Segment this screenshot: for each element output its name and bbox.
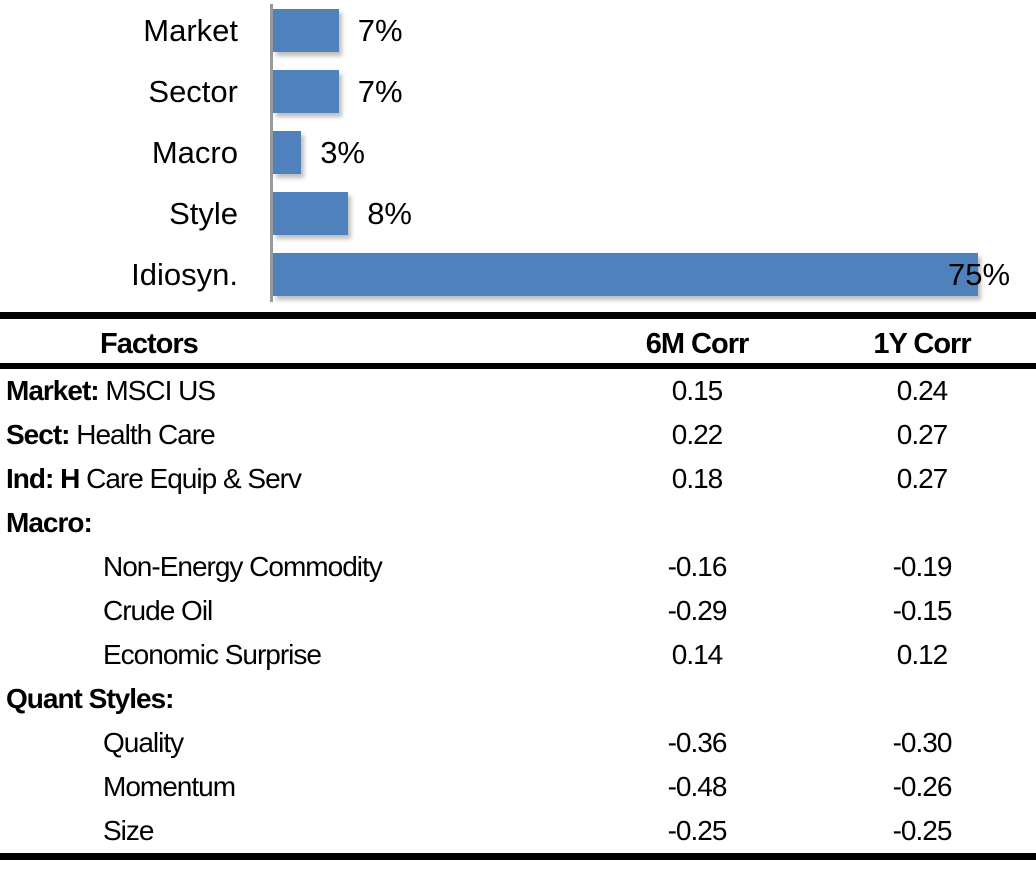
- factor-label: Momentum: [103, 771, 236, 802]
- factor-cell: Quant Styles:: [0, 677, 622, 721]
- corr-6m-cell: 0.18: [671, 463, 724, 494]
- factor-label: Care Equip & Serv: [79, 463, 302, 494]
- table-header-row: Factors 6M Corr 1Y Corr: [0, 319, 1036, 369]
- header-1y-corr: 1Y Corr: [873, 328, 971, 360]
- factor-label-bold: Sect:: [6, 419, 70, 450]
- corr-1y-cell: -0.30: [892, 727, 953, 758]
- factor-label-bold: Macro:: [6, 507, 93, 538]
- corr-1y-cell: 0.24: [896, 375, 949, 406]
- factor-cell: Momentum: [0, 765, 622, 809]
- corr-6m-cell: 0.22: [671, 419, 724, 450]
- factor-label: Size: [103, 815, 154, 846]
- chart-bar-area: 8%: [272, 183, 1036, 244]
- factor-label: Non-Energy Commodity: [103, 551, 383, 582]
- chart-bar: [273, 70, 339, 113]
- chart-bar-area: 7%: [272, 61, 1036, 122]
- corr-6m-cell: -0.29: [667, 595, 728, 626]
- table-row: Macro:: [0, 501, 1036, 545]
- factor-cell: Sect: Health Care: [0, 413, 622, 457]
- chart-bar: [273, 9, 339, 52]
- table-row: Quality -0.36 -0.30: [0, 721, 1036, 765]
- factor-label: Economic Surprise: [103, 639, 322, 670]
- chart-row: Macro 3%: [0, 122, 1036, 183]
- factor-label: Crude Oil: [103, 595, 213, 626]
- chart-row: Market 7%: [0, 0, 1036, 61]
- chart-value-label: 8%: [367, 196, 412, 231]
- corr-1y-cell: -0.19: [892, 551, 953, 582]
- header-6m-corr: 6M Corr: [645, 328, 750, 360]
- chart-category-label: Market: [143, 13, 238, 48]
- chart-value-label: 3%: [320, 135, 365, 170]
- chart-category-label: Style: [169, 196, 238, 231]
- table-row: Crude Oil -0.29 -0.15: [0, 589, 1036, 633]
- chart-category-label: Sector: [148, 74, 238, 109]
- table-row: Non-Energy Commodity -0.16 -0.19: [0, 545, 1036, 589]
- corr-6m-cell: -0.48: [667, 771, 728, 802]
- table-row: Market: MSCI US 0.15 0.24: [0, 369, 1036, 413]
- factor-cell: Ind: H Care Equip & Serv: [0, 457, 622, 501]
- corr-1y-cell: [847, 501, 997, 545]
- factor-cell: Size: [0, 809, 622, 853]
- factor-label: MSCI US: [98, 375, 216, 406]
- factor-cell: Crude Oil: [0, 589, 622, 633]
- factor-cell: Non-Energy Commodity: [0, 545, 622, 589]
- chart-bar: [273, 192, 349, 235]
- corr-6m-cell: [622, 677, 772, 721]
- factor-cell: Quality: [0, 721, 622, 765]
- factor-label-bold: Quant Styles:: [6, 683, 174, 714]
- corr-1y-cell: [847, 677, 997, 721]
- factor-label: Health Care: [69, 419, 215, 450]
- corr-1y-cell: -0.26: [892, 771, 953, 802]
- factor-label-bold: Market:: [6, 375, 100, 406]
- corr-1y-cell: 0.27: [896, 419, 949, 450]
- chart-category-label: Idiosyn.: [131, 257, 238, 292]
- table-row: Sect: Health Care 0.22 0.27: [0, 413, 1036, 457]
- table-row: Ind: H Care Equip & Serv 0.18 0.27: [0, 457, 1036, 501]
- chart-bar: [273, 131, 302, 174]
- factor-cell: Economic Surprise: [0, 633, 622, 677]
- risk-decomposition-bar-chart: Market 7% Sector 7% Macro 3% Style 8% Idiosyn. 75…: [0, 0, 1036, 312]
- chart-value-label: 7%: [357, 74, 403, 109]
- chart-row: Sector 7%: [0, 61, 1036, 122]
- table-body: Market: MSCI US 0.15 0.24 Sect: Health Care…: [0, 369, 1036, 853]
- header-factors: Factors: [100, 328, 199, 360]
- table-row: Size -0.25 -0.25: [0, 809, 1036, 853]
- table-row: Momentum -0.48 -0.26: [0, 765, 1036, 809]
- chart-y-axis-line: [270, 4, 273, 302]
- chart-category-label: Macro: [151, 135, 238, 170]
- corr-1y-cell: 0.27: [896, 463, 949, 494]
- chart-bar-area: 7%: [272, 0, 1036, 61]
- corr-6m-cell: 0.15: [671, 375, 724, 406]
- factor-correlation-table: Factors 6M Corr 1Y Corr Market: MSCI US 0…: [0, 312, 1036, 860]
- chart-value-label: 7%: [357, 13, 403, 48]
- corr-1y-cell: -0.25: [892, 815, 953, 846]
- chart-bar: [273, 253, 978, 296]
- chart-bar-area: 75%: [272, 244, 1036, 305]
- factor-cell: Macro:: [0, 501, 622, 545]
- chart-row: Style 8%: [0, 183, 1036, 244]
- factor-cell: Market: MSCI US: [0, 369, 622, 413]
- corr-6m-cell: -0.36: [667, 727, 728, 758]
- corr-6m-cell: 0.14: [671, 639, 724, 670]
- chart-value-label: 75%: [948, 257, 1011, 292]
- corr-1y-cell: -0.15: [892, 595, 953, 626]
- corr-6m-cell: -0.16: [667, 551, 728, 582]
- corr-6m-cell: -0.25: [667, 815, 728, 846]
- table-row: Economic Surprise 0.14 0.12: [0, 633, 1036, 677]
- factor-label-bold: Ind: H: [6, 463, 80, 494]
- chart-row: Idiosyn. 75%: [0, 244, 1036, 305]
- chart-rows: Market 7% Sector 7% Macro 3% Style 8% Idiosyn. 75…: [0, 0, 1036, 305]
- chart-bar-area: 3%: [272, 122, 1036, 183]
- table-row: Quant Styles:: [0, 677, 1036, 721]
- corr-1y-cell: 0.12: [896, 639, 949, 670]
- factor-label: Quality: [103, 727, 184, 758]
- corr-6m-cell: [622, 501, 772, 545]
